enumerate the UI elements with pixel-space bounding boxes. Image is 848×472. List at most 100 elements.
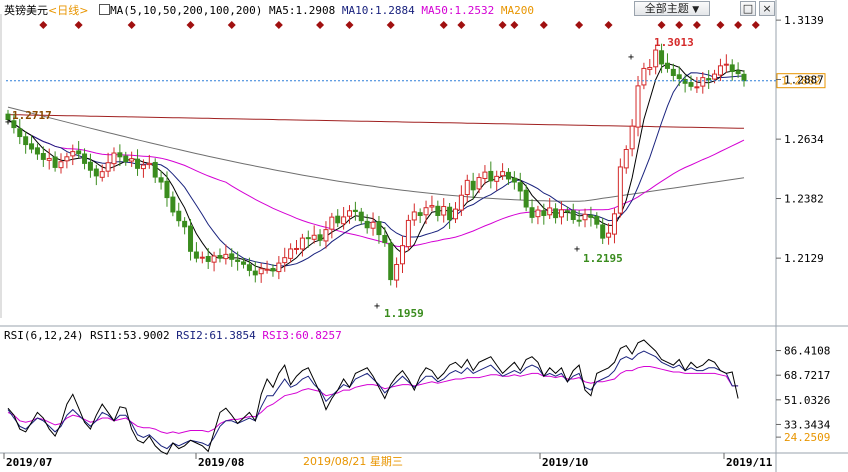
candle-body [347,210,353,217]
candle-body [464,179,470,196]
chart-header: 英镑美元<日线> MA(5,10,50,200,100,200) MA5:1.2… [4,2,534,18]
event-marker-icon [604,21,613,29]
close-button[interactable]: × [759,1,775,16]
candle-body [576,219,582,222]
candle-body [676,74,682,80]
candle-body [34,147,40,155]
candle-body [158,177,164,183]
candle-body [741,73,747,82]
period-selector[interactable]: <日线> [48,4,89,17]
event-marker-icon [539,21,548,29]
candle-body [505,171,511,180]
cursor-date: 2019/08/21 星期三 [303,455,403,468]
candle-body [235,259,241,262]
candle-body [352,209,358,212]
candle-body [470,180,476,191]
theme-dropdown[interactable]: 全部主题 ▼ [634,1,710,16]
candle-body [570,210,576,220]
candle-body [517,182,523,192]
candle-body [23,136,29,146]
price-tick-label: 1.2382 [784,193,824,206]
candle-body [40,153,46,160]
ma-params: MA(5,10,50,200,100,200) [110,4,263,17]
candle-body [99,171,105,178]
candle-body [735,70,741,75]
rsi2-line [7,350,739,450]
rsi-tick-label: 24.2509 [784,431,830,444]
event-marker-icon [734,21,743,29]
candle-body [64,156,70,162]
rsi2-value: RSI2:61.3854 [176,329,256,342]
candle-body [76,150,82,155]
rsi-panel [7,339,739,455]
candle-body [688,82,694,87]
candle-body [135,158,141,169]
candle-body [411,211,417,221]
rsi-tick-label: 51.0326 [784,394,830,407]
candle-body [635,85,641,128]
candle-body [641,67,647,86]
ma50-value: MA50:1.2532 [421,4,495,17]
candle-body [358,211,364,222]
candle-body [447,206,453,221]
candle-body [299,237,305,250]
candle-body [441,206,447,216]
candle-body [429,205,435,208]
annotation-1-1959: 1.1959 [384,307,424,320]
symbol-name: 英镑美元 [4,4,48,17]
candle-body [270,268,276,272]
candle-body [29,143,35,150]
candle-body [193,251,199,259]
event-marker-icon [751,21,760,29]
candle-body [382,235,388,244]
candle-body [482,171,488,179]
event-marker-icon [692,21,701,29]
candle-body [700,77,706,87]
candle-body [488,170,494,182]
event-marker-icon [498,21,507,29]
rsi-tick-label: 33.3434 [784,418,831,431]
candle-body [199,256,205,259]
candle-body [252,270,258,276]
expand-button[interactable]: □ [740,1,756,16]
candle-body [423,207,429,216]
event-marker-icon [127,21,136,29]
candle-body [682,79,688,84]
candle-body [276,262,282,273]
candlesticks [5,43,747,288]
candle-body [617,166,623,214]
candle-body [241,261,247,265]
candle-body [105,162,111,172]
candle-body [288,248,294,259]
candle-body [399,245,405,265]
event-marker-icon [316,21,325,29]
theme-label: 全部主题 [644,2,689,15]
price-tick-label: 1.2634 [784,133,824,146]
candle-body [558,209,564,218]
candle-body [458,194,464,211]
candle-body [329,216,335,230]
ma-toggle-icon[interactable] [99,4,111,15]
x-axis-label: 2019/11 [726,456,773,469]
event-marker-icon [439,21,448,29]
event-marker-icon [675,21,684,29]
candle-body [46,157,52,161]
candle-body [323,229,329,242]
candle-body [335,215,341,224]
event-marker-icon [457,21,466,29]
candle-body [452,208,458,220]
annotation-1-2717: 1.2717 [12,109,52,122]
last-price-value: 1.2882 [781,75,821,88]
candle-body [58,161,64,169]
candle-body [388,242,394,281]
ma5-value: MA5:1.2908 [269,4,336,17]
candle-body [258,268,264,275]
candle-body [52,156,58,168]
candle-body [582,213,588,221]
rsi1-value: RSI1:53.9002 [90,329,170,342]
candle-body [611,213,617,235]
event-marker-icon [716,21,725,29]
expand-icon: □ [742,2,754,15]
